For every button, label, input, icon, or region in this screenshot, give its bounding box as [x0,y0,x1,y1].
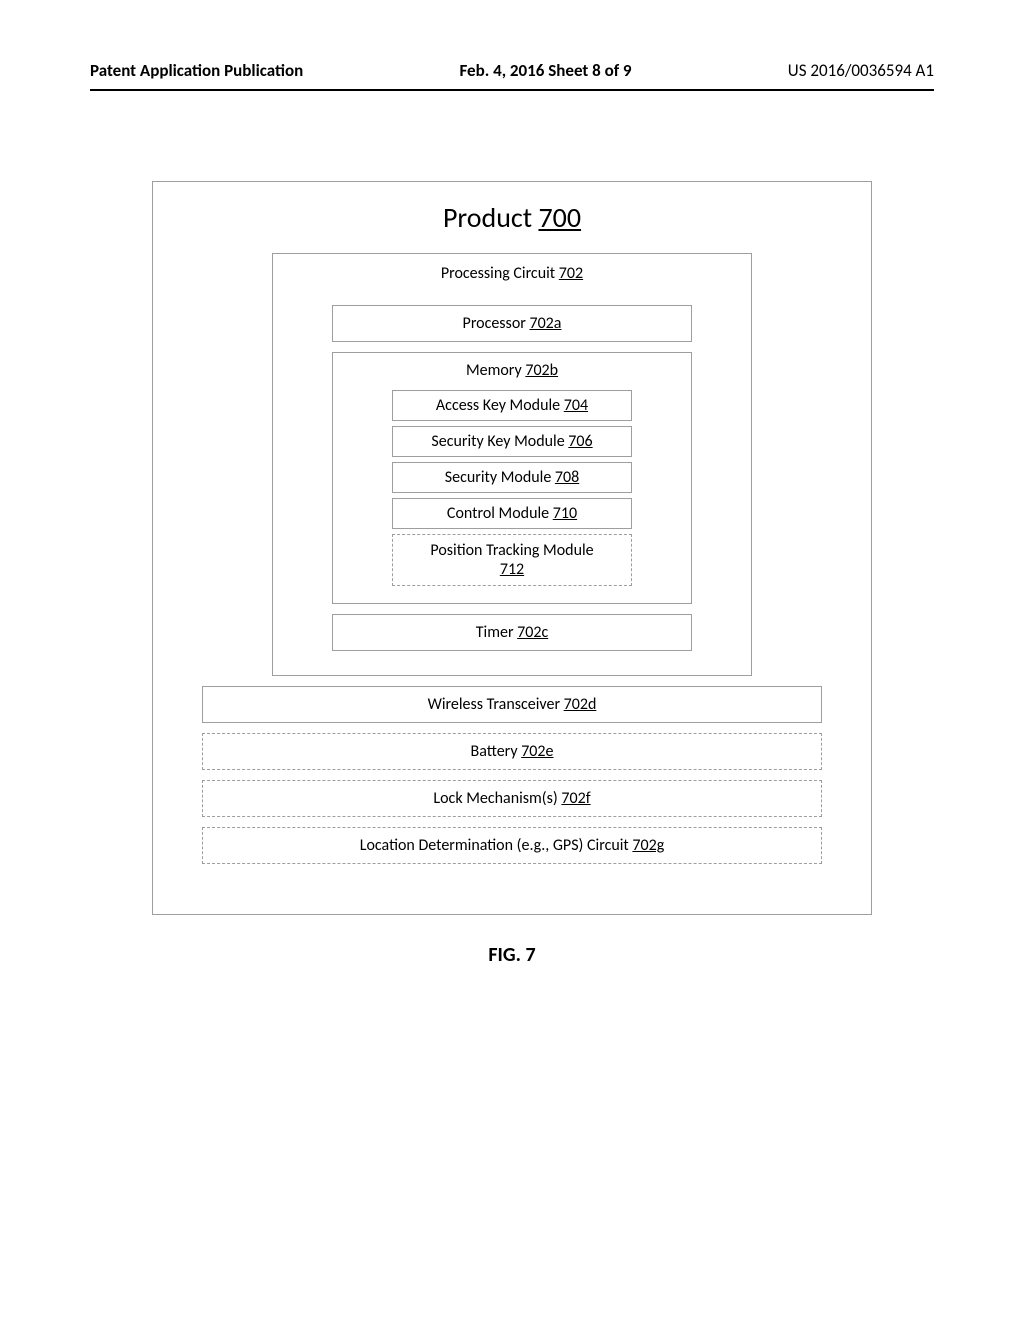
control-module-ref: 710 [553,504,577,523]
processing-circuit-ref: 702 [559,264,583,283]
processor-title: Processor 702a [343,314,681,333]
wireless-transceiver-title: Wireless Transceiver 702d [213,695,811,714]
security-key-module-label: Security Key Module [431,432,564,451]
battery-ref: 702e [521,742,553,761]
processor-label: Processor [463,314,526,333]
product-ref: 700 [538,200,581,235]
product-box: Product 700 Processing Circuit 702 Proce… [152,181,872,915]
timer-label: Timer [476,623,514,642]
security-key-module-title: Security Key Module 706 [399,432,625,451]
location-determination-ref: 702g [632,836,664,855]
control-module-box: Control Module 710 [392,498,632,529]
lock-mechanism-title: Lock Mechanism(s) 702f [213,789,811,808]
security-module-box: Security Module 708 [392,462,632,493]
lock-mechanism-label: Lock Mechanism(s) [433,789,557,808]
wireless-transceiver-label: Wireless Transceiver [428,695,560,714]
processor-ref: 702a [529,314,561,333]
lock-mechanism-box: Lock Mechanism(s) 702f [202,780,822,817]
position-tracking-module-box: Position Tracking Module 712 [392,534,632,586]
position-tracking-module-ref: 712 [500,560,524,579]
processor-box: Processor 702a [332,305,692,342]
location-determination-box: Location Determination (e.g., GPS) Circu… [202,827,822,864]
processing-circuit-title: Processing Circuit 702 [297,264,727,283]
security-module-title: Security Module 708 [399,468,625,487]
battery-box: Battery 702e [202,733,822,770]
access-key-module-ref: 704 [564,396,588,415]
security-module-ref: 708 [555,468,579,487]
battery-title: Battery 702e [213,742,811,761]
figure-caption: FIG. 7 [90,943,934,967]
page-header: Patent Application Publication Feb. 4, 2… [90,60,934,81]
timer-ref: 702c [517,623,548,642]
timer-box: Timer 702c [332,614,692,651]
security-key-module-ref: 706 [568,432,592,451]
processing-circuit-box: Processing Circuit 702 Processor 702a Me… [272,253,752,676]
header-pub-number: US 2016/0036594 A1 [788,60,934,81]
processing-circuit-label: Processing Circuit [441,264,555,283]
page: Patent Application Publication Feb. 4, 2… [0,0,1024,1320]
memory-ref: 702b [525,361,558,380]
security-key-module-box: Security Key Module 706 [392,426,632,457]
access-key-module-label: Access Key Module [436,396,560,415]
wireless-transceiver-box: Wireless Transceiver 702d [202,686,822,723]
product-title: Product 700 [173,200,851,235]
lock-mechanism-ref: 702f [561,789,590,808]
memory-box: Memory 702b Access Key Module 704 Securi… [332,352,692,604]
battery-label: Battery [471,742,518,761]
access-key-module-box: Access Key Module 704 [392,390,632,421]
wireless-transceiver-ref: 702d [564,695,597,714]
location-determination-title: Location Determination (e.g., GPS) Circu… [213,836,811,855]
control-module-label: Control Module [447,504,549,523]
position-tracking-module-title: Position Tracking Module 712 [399,541,625,579]
header-publication: Patent Application Publication [90,60,303,81]
product-label: Product [443,200,532,235]
header-sheet-info: Feb. 4, 2016 Sheet 8 of 9 [459,60,631,81]
header-divider [90,89,934,91]
position-tracking-module-label: Position Tracking Module [430,541,593,560]
memory-title: Memory 702b [353,361,671,380]
control-module-title: Control Module 710 [399,504,625,523]
security-module-label: Security Module [445,468,552,487]
timer-title: Timer 702c [343,623,681,642]
access-key-module-title: Access Key Module 704 [399,396,625,415]
location-determination-label: Location Determination (e.g., GPS) Circu… [360,836,629,855]
memory-label: Memory [466,361,522,380]
